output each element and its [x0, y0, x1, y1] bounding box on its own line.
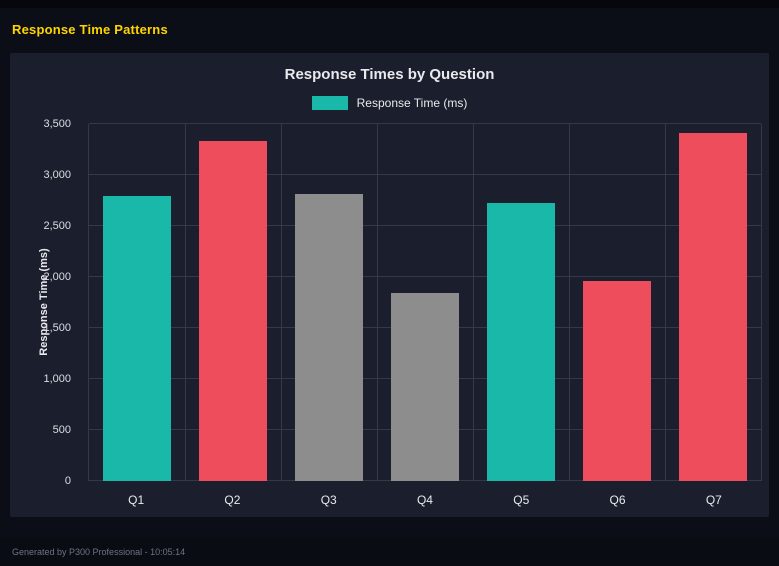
bar-q5	[487, 202, 555, 481]
chart-title: Response Times by Question	[284, 66, 495, 83]
x-tick-label: Q1	[128, 493, 145, 507]
y-tick-label: 500	[52, 424, 71, 436]
y-tick-label: 2,000	[43, 271, 71, 283]
y-tick-label: 0	[64, 475, 71, 487]
bar-q7	[679, 133, 747, 481]
bar-q2	[199, 141, 267, 481]
y-axis-ticks: 0 500 1,000 1,500 2,000 2,500 3,000 3,500	[10, 118, 80, 487]
gridline-horizontal	[89, 123, 761, 124]
bar-q3	[295, 194, 363, 481]
gridline-vertical	[185, 124, 186, 481]
x-tick-label: Q4	[416, 493, 433, 507]
y-tick-label: 1,000	[43, 373, 71, 385]
y-tick-label: 3,500	[43, 118, 71, 130]
bar-q1	[103, 196, 171, 481]
plot-area	[88, 123, 762, 481]
y-tick-label: 2,500	[43, 220, 71, 232]
gridline-horizontal	[89, 276, 761, 277]
footer-text: Generated by P300 Professional - 10:05:1…	[12, 547, 186, 557]
page-title: Response Time Patterns	[12, 22, 168, 37]
footer-bar: Generated by P300 Professional - 10:05:1…	[0, 538, 779, 566]
x-axis-ticks: Q1 Q2 Q3 Q4 Q5 Q6 Q7	[88, 493, 762, 507]
legend-label: Response Time (ms)	[356, 96, 468, 110]
bar-q4	[391, 292, 459, 481]
y-tick-label: 1,500	[43, 322, 71, 334]
bar-q6	[583, 281, 651, 481]
gridline-horizontal	[89, 174, 761, 175]
x-tick-label: Q7	[705, 493, 722, 507]
y-tick-label: 3,000	[43, 169, 71, 181]
x-tick-label: Q5	[513, 493, 530, 507]
top-bar	[0, 0, 779, 8]
gridline-vertical	[473, 124, 474, 481]
gridline-horizontal	[89, 225, 761, 226]
legend: Response Time (ms)	[10, 96, 769, 110]
gridline-vertical	[377, 124, 378, 481]
legend-swatch	[311, 96, 348, 110]
x-tick-label: Q6	[609, 493, 626, 507]
gridline-vertical	[281, 124, 282, 481]
gridline-vertical	[665, 124, 666, 481]
chart-card: Response Times by Question Response Time…	[10, 53, 769, 517]
gridline-vertical	[569, 124, 570, 481]
x-tick-label: Q2	[224, 493, 241, 507]
x-tick-label: Q3	[320, 493, 337, 507]
